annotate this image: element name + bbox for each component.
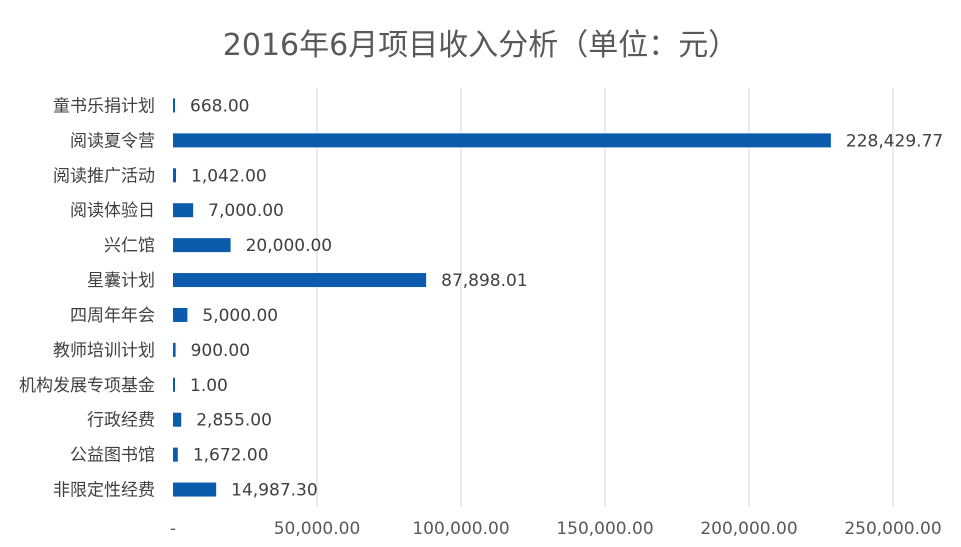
category-label: 公益图书馆 — [70, 446, 155, 466]
value-label: 14,987.30 — [231, 481, 318, 501]
value-label: 900.00 — [191, 341, 250, 361]
category-label: 兴仁馆 — [104, 236, 155, 256]
bar — [173, 203, 194, 218]
category-labels: 童书乐捐计划阅读夏令营阅读推广活动阅读体验日兴仁馆星囊计划四周年年会教师培训计划… — [19, 96, 155, 500]
x-tick-label: 250,000.00 — [844, 519, 941, 539]
value-label: 20,000.00 — [246, 236, 333, 256]
x-tick-label: 200,000.00 — [700, 519, 797, 539]
category-label: 行政经费 — [87, 411, 155, 431]
value-label: 2,855.00 — [196, 411, 272, 431]
value-label: 668.00 — [190, 96, 249, 116]
bar — [173, 98, 175, 113]
category-label: 阅读体验日 — [70, 201, 155, 221]
category-label: 阅读夏令营 — [70, 131, 155, 151]
bar — [173, 482, 217, 497]
bar — [173, 447, 178, 462]
category-label: 教师培训计划 — [53, 341, 155, 361]
x-tick-label: 150,000.00 — [556, 519, 653, 539]
value-label: 1.00 — [190, 376, 228, 396]
bar — [173, 273, 427, 288]
bars — [173, 98, 831, 497]
x-tick-label: 50,000.00 — [274, 519, 361, 539]
category-label: 阅读推广活动 — [53, 166, 155, 186]
value-label: 228,429.77 — [846, 131, 943, 151]
value-labels: 668.00 228,429.77 1,042.00 7,000.00 20,000.0… — [190, 96, 943, 500]
value-label: 7,000.00 — [208, 201, 284, 221]
bar — [173, 342, 176, 357]
category-label: 童书乐捐计划 — [53, 96, 155, 116]
value-label: 1,042.00 — [191, 166, 267, 186]
bar — [173, 377, 175, 392]
x-tick-label: - — [170, 519, 176, 539]
gridlines — [316, 88, 894, 507]
value-label: 87,898.01 — [441, 271, 528, 291]
value-label: 5,000.00 — [202, 306, 278, 326]
category-label: 星囊计划 — [87, 271, 155, 291]
value-label: 1,672.00 — [193, 446, 269, 466]
bar — [173, 238, 231, 253]
category-label: 四周年年会 — [70, 306, 155, 326]
x-axis-tick-labels: - 50,000.00 100,000.00 150,000.00 200,000.00… — [170, 519, 942, 539]
category-label: 机构发展专项基金 — [19, 376, 155, 396]
x-tick-label: 100,000.00 — [412, 519, 509, 539]
category-label: 非限定性经费 — [53, 481, 155, 501]
bar — [173, 168, 177, 183]
chart-title: 2016年6月项目收入分析（单位：元） — [222, 28, 739, 63]
bar — [173, 133, 831, 148]
bar — [173, 307, 188, 322]
bar — [173, 412, 182, 427]
